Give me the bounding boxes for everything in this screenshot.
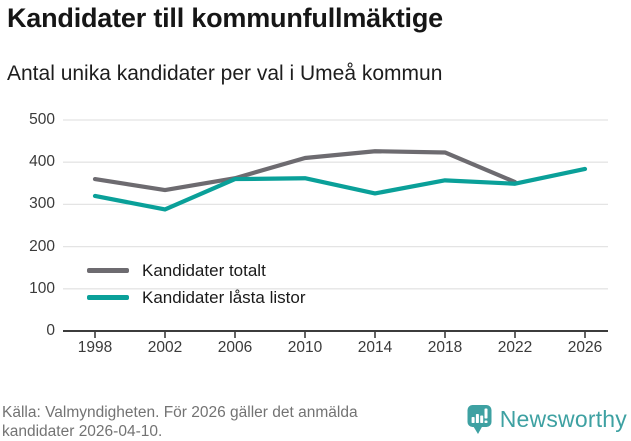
source-note: Källa: Valmyndigheten. För 2026 gäller d… (2, 403, 358, 441)
source-note-line2: kandidater 2026-04-10. (2, 423, 163, 440)
x-axis-label: 2006 (217, 339, 253, 356)
newsworthy-wordmark: Newsworthy (499, 405, 627, 432)
x-axis-label: 2014 (357, 339, 393, 356)
legend-label: Kandidater låsta listor (142, 287, 306, 307)
x-axis-label: 2022 (497, 339, 533, 356)
legend-swatch-gray (87, 268, 129, 273)
newsworthy-logo: Newsworthy (467, 403, 627, 435)
y-axis-label: 0 (46, 322, 55, 339)
x-axis-label: 2018 (427, 339, 463, 356)
x-axis-label: 2026 (567, 339, 603, 356)
legend-item-totalt: Kandidater totalt (87, 261, 305, 280)
legend-item-lasta-listor: Kandidater låsta listor (87, 288, 305, 307)
chart-legend: Kandidater totalt Kandidater låsta listo… (87, 261, 305, 307)
y-axis-label: 200 (29, 237, 55, 255)
legend-swatch-teal (87, 295, 129, 300)
y-axis-label: 400 (29, 153, 55, 171)
y-axis-label: 100 (29, 279, 55, 297)
y-axis-label: 300 (29, 195, 55, 213)
page-title: Kandidater till kommunfullmäktige (7, 3, 443, 33)
chart-subtitle: Antal unika kandidater per val i Umeå ko… (7, 62, 443, 85)
x-axis-label: 2010 (287, 339, 323, 356)
x-axis-label: 2002 (147, 339, 183, 356)
x-axis-label: 1998 (77, 339, 113, 356)
legend-label: Kandidater totalt (142, 260, 266, 280)
source-note-line1: Källa: Valmyndigheten. För 2026 gäller d… (2, 404, 358, 421)
y-axis-label: 500 (29, 111, 55, 128)
newsworthy-bubble-chart-icon (467, 404, 492, 434)
